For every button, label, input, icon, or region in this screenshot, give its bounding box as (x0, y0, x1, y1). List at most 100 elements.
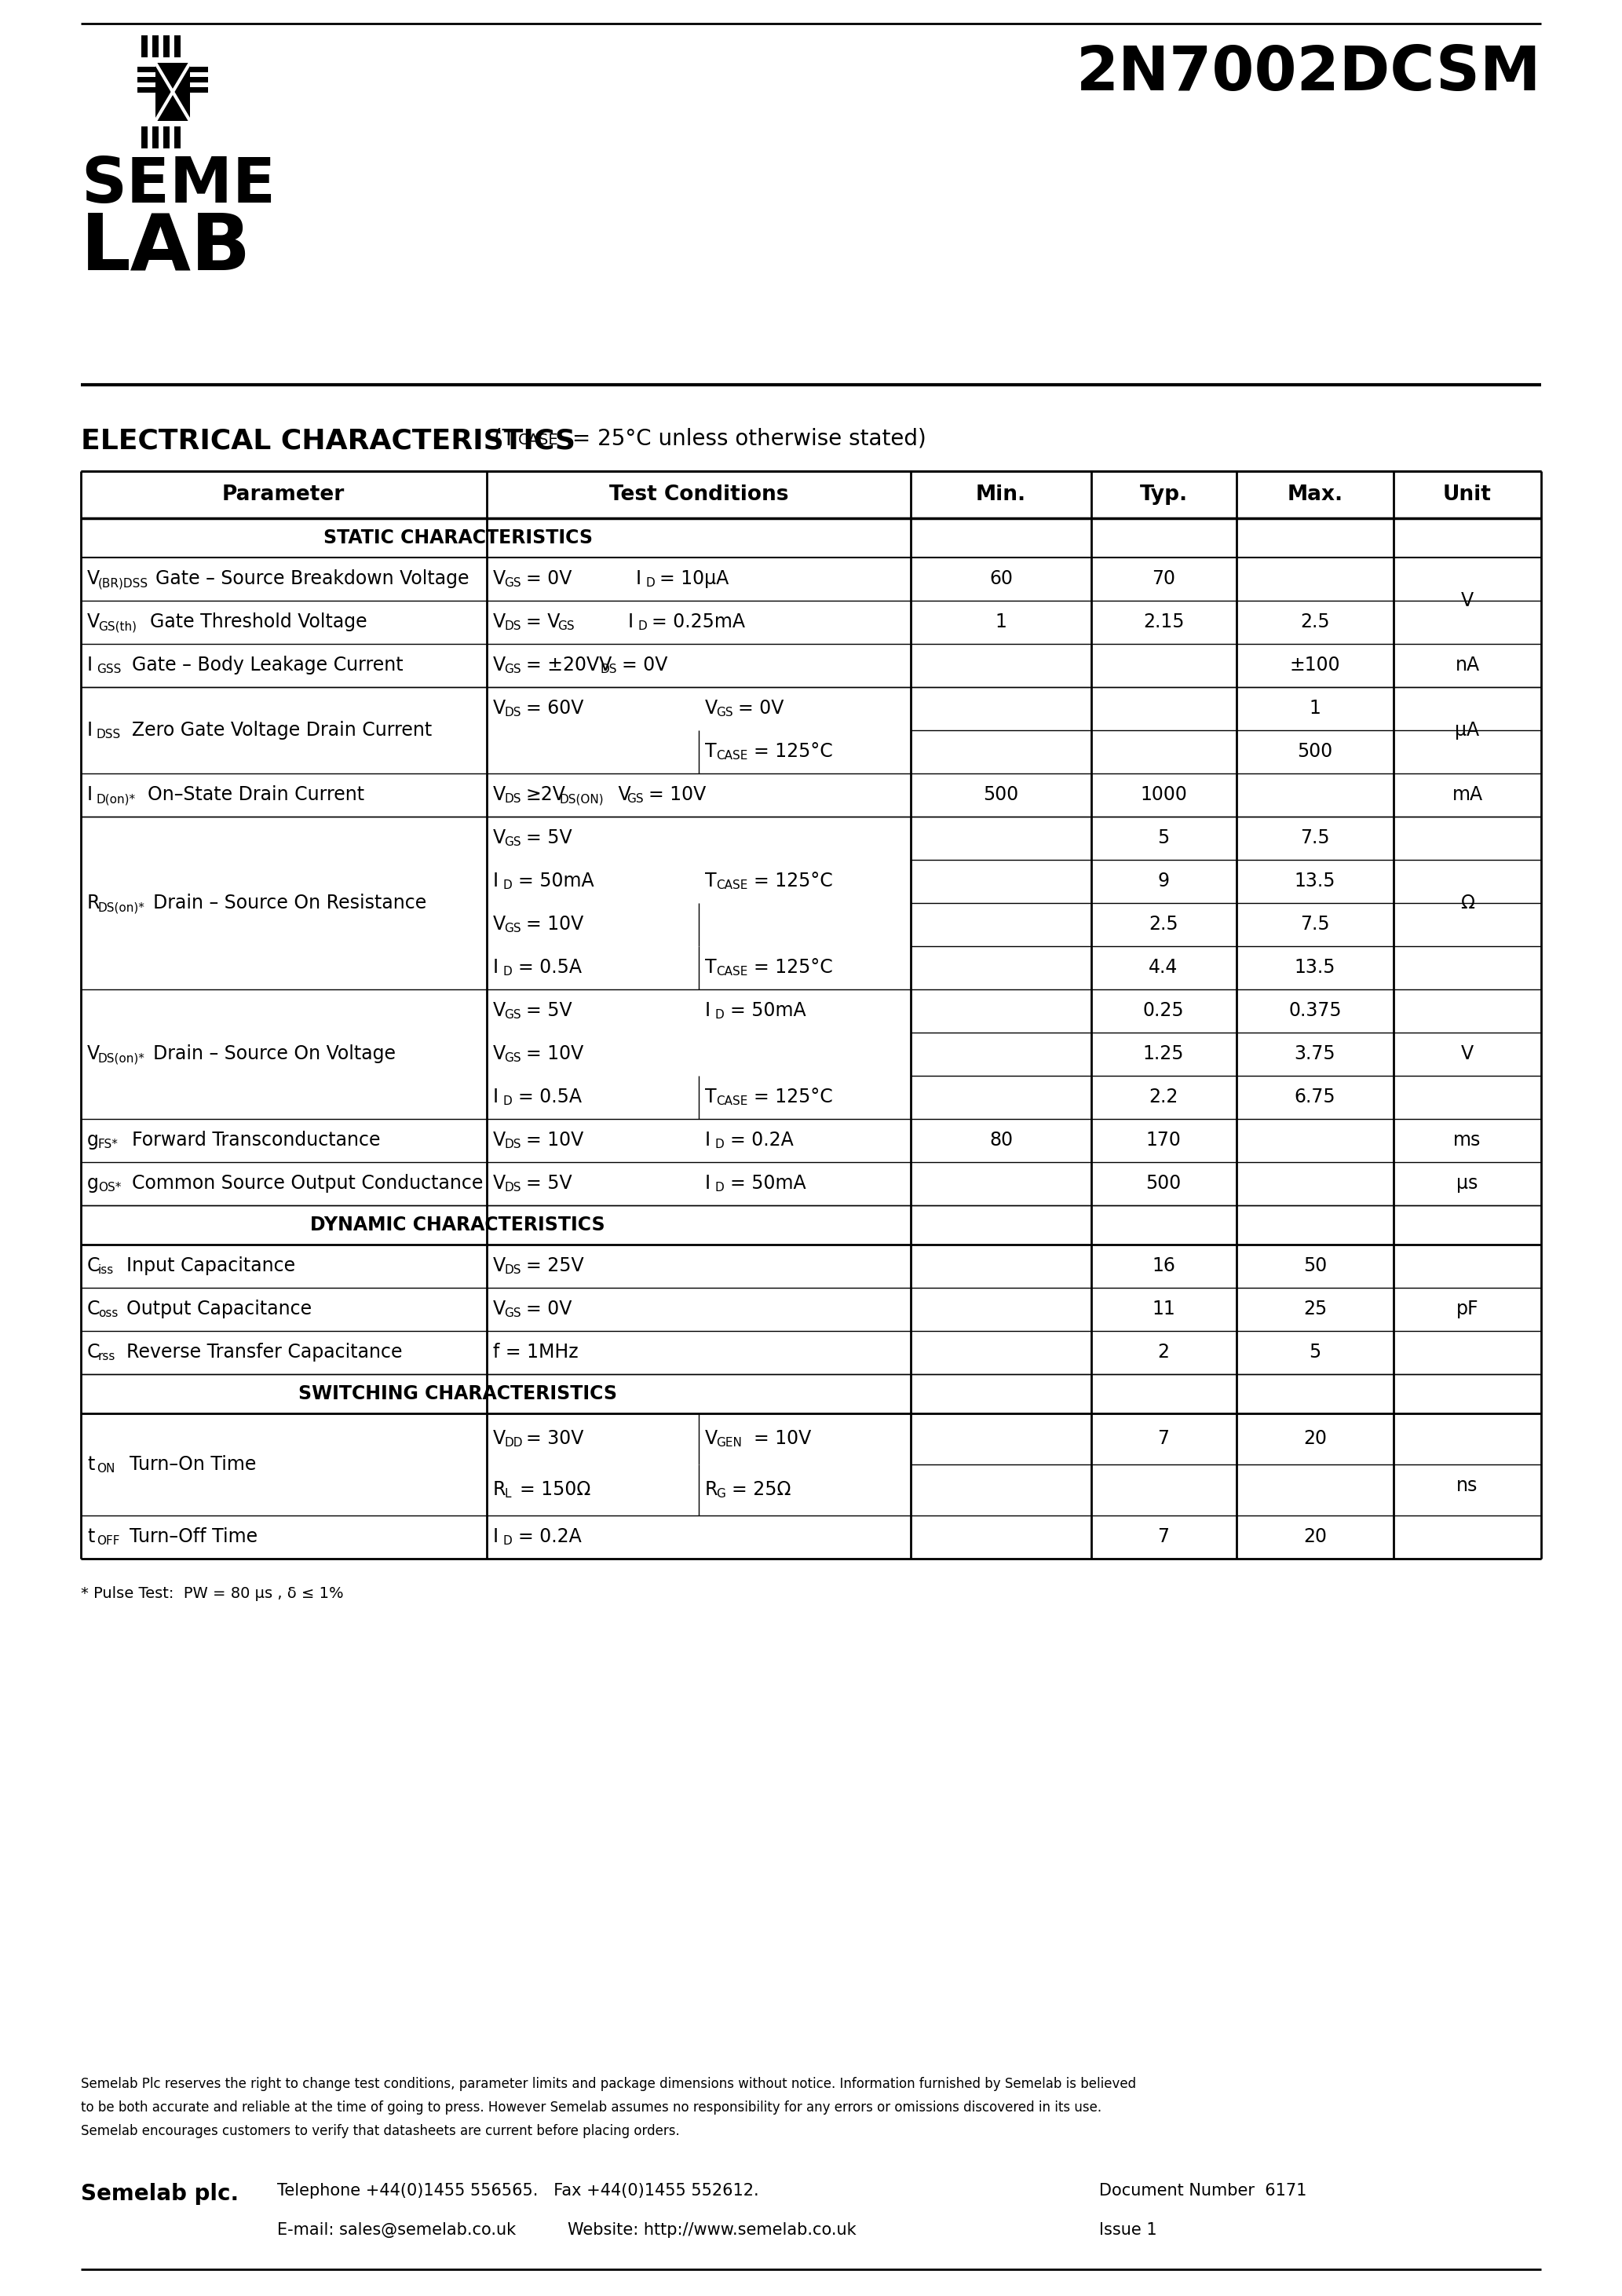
Text: 170: 170 (1145, 1130, 1181, 1150)
Text: V: V (613, 785, 631, 804)
Text: V: V (493, 1300, 506, 1318)
Bar (152, 126, 159, 149)
Text: OFF: OFF (97, 1536, 120, 1548)
Text: 7: 7 (1158, 1428, 1169, 1449)
Text: = 50mA: = 50mA (730, 1001, 806, 1019)
Bar (174, 126, 180, 149)
Text: Typ.: Typ. (1140, 484, 1187, 505)
Text: V: V (493, 613, 506, 631)
Text: rss: rss (99, 1350, 115, 1364)
Text: I: I (493, 1088, 498, 1107)
Text: T: T (706, 872, 717, 891)
Text: DSS: DSS (97, 730, 122, 742)
Text: = 5V: = 5V (526, 1001, 573, 1019)
Text: Zero Gate Voltage Drain Current: Zero Gate Voltage Drain Current (131, 721, 431, 739)
Text: Document Number  6171: Document Number 6171 (1100, 2183, 1307, 2200)
Text: DS(on)*: DS(on)* (99, 902, 144, 914)
Text: V: V (88, 613, 101, 631)
Text: C: C (88, 1300, 101, 1318)
Text: 500: 500 (983, 785, 1019, 804)
Text: 16: 16 (1152, 1256, 1176, 1274)
Text: = 0V: = 0V (621, 657, 668, 675)
Text: Drain – Source On Resistance: Drain – Source On Resistance (152, 893, 427, 912)
Text: = 125°C: = 125°C (754, 742, 832, 760)
Text: G: G (715, 1488, 725, 1499)
Text: V: V (493, 1045, 506, 1063)
Text: μs: μs (1457, 1173, 1478, 1192)
Text: D: D (714, 1010, 723, 1022)
Text: V: V (493, 1428, 506, 1449)
Text: = 0.5A: = 0.5A (517, 957, 582, 976)
Text: V: V (493, 657, 506, 675)
Bar (187, 87, 208, 92)
Text: 2: 2 (1158, 1343, 1169, 1362)
Text: Gate – Source Breakdown Voltage: Gate – Source Breakdown Voltage (156, 569, 469, 588)
Text: Gate Threshold Voltage: Gate Threshold Voltage (149, 613, 367, 631)
Text: Min.: Min. (976, 484, 1027, 505)
Text: 2.15: 2.15 (1144, 613, 1184, 631)
Text: = 10V: = 10V (754, 1428, 811, 1449)
Text: = 50mA: = 50mA (730, 1173, 806, 1192)
Text: = 10V: = 10V (649, 785, 706, 804)
Text: V: V (706, 698, 717, 719)
Text: pF: pF (1457, 1300, 1479, 1318)
Text: = 25Ω: = 25Ω (732, 1481, 792, 1499)
Text: Parameter: Parameter (222, 484, 345, 505)
Text: D(on)*: D(on)* (97, 794, 136, 806)
Text: R: R (88, 893, 101, 912)
Text: 7.5: 7.5 (1301, 914, 1330, 934)
Text: oss: oss (99, 1309, 118, 1320)
Text: 2.5: 2.5 (1301, 613, 1330, 631)
Bar (152, 34, 159, 57)
Text: = 30V: = 30V (526, 1428, 584, 1449)
Text: = 0V: = 0V (526, 569, 573, 588)
Text: V: V (706, 1428, 717, 1449)
Text: DS: DS (504, 620, 521, 631)
Text: Common Source Output Conductance: Common Source Output Conductance (131, 1173, 483, 1192)
Text: = 10V: = 10V (526, 1045, 584, 1063)
Text: LAB: LAB (81, 209, 251, 285)
Text: 0.375: 0.375 (1288, 1001, 1341, 1019)
Text: 2.5: 2.5 (1148, 914, 1178, 934)
Text: DS(on)*: DS(on)* (99, 1052, 144, 1065)
Text: V: V (493, 1130, 506, 1150)
Text: D: D (503, 1536, 511, 1548)
Text: = 50mA: = 50mA (517, 872, 594, 891)
Text: Semelab plc.: Semelab plc. (81, 2183, 238, 2204)
Text: Reverse Transfer Capacitance: Reverse Transfer Capacitance (127, 1343, 402, 1362)
Text: Telephone +44(0)1455 556565.   Fax +44(0)1455 552612.: Telephone +44(0)1455 556565. Fax +44(0)1… (277, 2183, 759, 2200)
Bar (187, 67, 208, 71)
Text: 80: 80 (989, 1130, 1012, 1150)
Text: GS: GS (504, 923, 521, 934)
Text: V: V (493, 785, 506, 804)
Text: DYNAMIC CHARACTERISTICS: DYNAMIC CHARACTERISTICS (310, 1215, 605, 1235)
Text: = 150Ω: = 150Ω (519, 1481, 590, 1499)
Text: nA: nA (1455, 657, 1479, 675)
Text: V: V (1461, 592, 1474, 611)
Text: Forward Transconductance: Forward Transconductance (131, 1130, 381, 1150)
Text: I: I (636, 569, 642, 588)
Text: OS*: OS* (99, 1182, 122, 1194)
Text: CASE: CASE (715, 879, 748, 891)
Text: I: I (706, 1001, 710, 1019)
Text: T: T (706, 1088, 717, 1107)
Text: CASE: CASE (715, 1095, 748, 1107)
Text: (BR)DSS: (BR)DSS (99, 579, 149, 590)
Text: μA: μA (1455, 721, 1479, 739)
Text: Semelab Plc reserves the right to change test conditions, parameter limits and p: Semelab Plc reserves the right to change… (81, 2078, 1135, 2092)
Bar (138, 67, 159, 71)
Text: (T: (T (487, 427, 516, 450)
Text: D: D (503, 1095, 511, 1107)
Text: = ±20VV: = ±20VV (526, 657, 611, 675)
Text: DS(ON): DS(ON) (560, 794, 603, 806)
Text: 50: 50 (1302, 1256, 1327, 1274)
Text: D: D (503, 967, 511, 978)
Text: DS: DS (504, 794, 521, 806)
Bar (138, 78, 159, 83)
Text: = V: = V (526, 613, 560, 631)
Text: V: V (493, 1256, 506, 1274)
Text: I: I (88, 657, 92, 675)
Text: 13.5: 13.5 (1294, 872, 1335, 891)
Text: Semelab encourages customers to verify that datasheets are current before placin: Semelab encourages customers to verify t… (81, 2124, 680, 2138)
Text: t: t (88, 1527, 94, 1545)
